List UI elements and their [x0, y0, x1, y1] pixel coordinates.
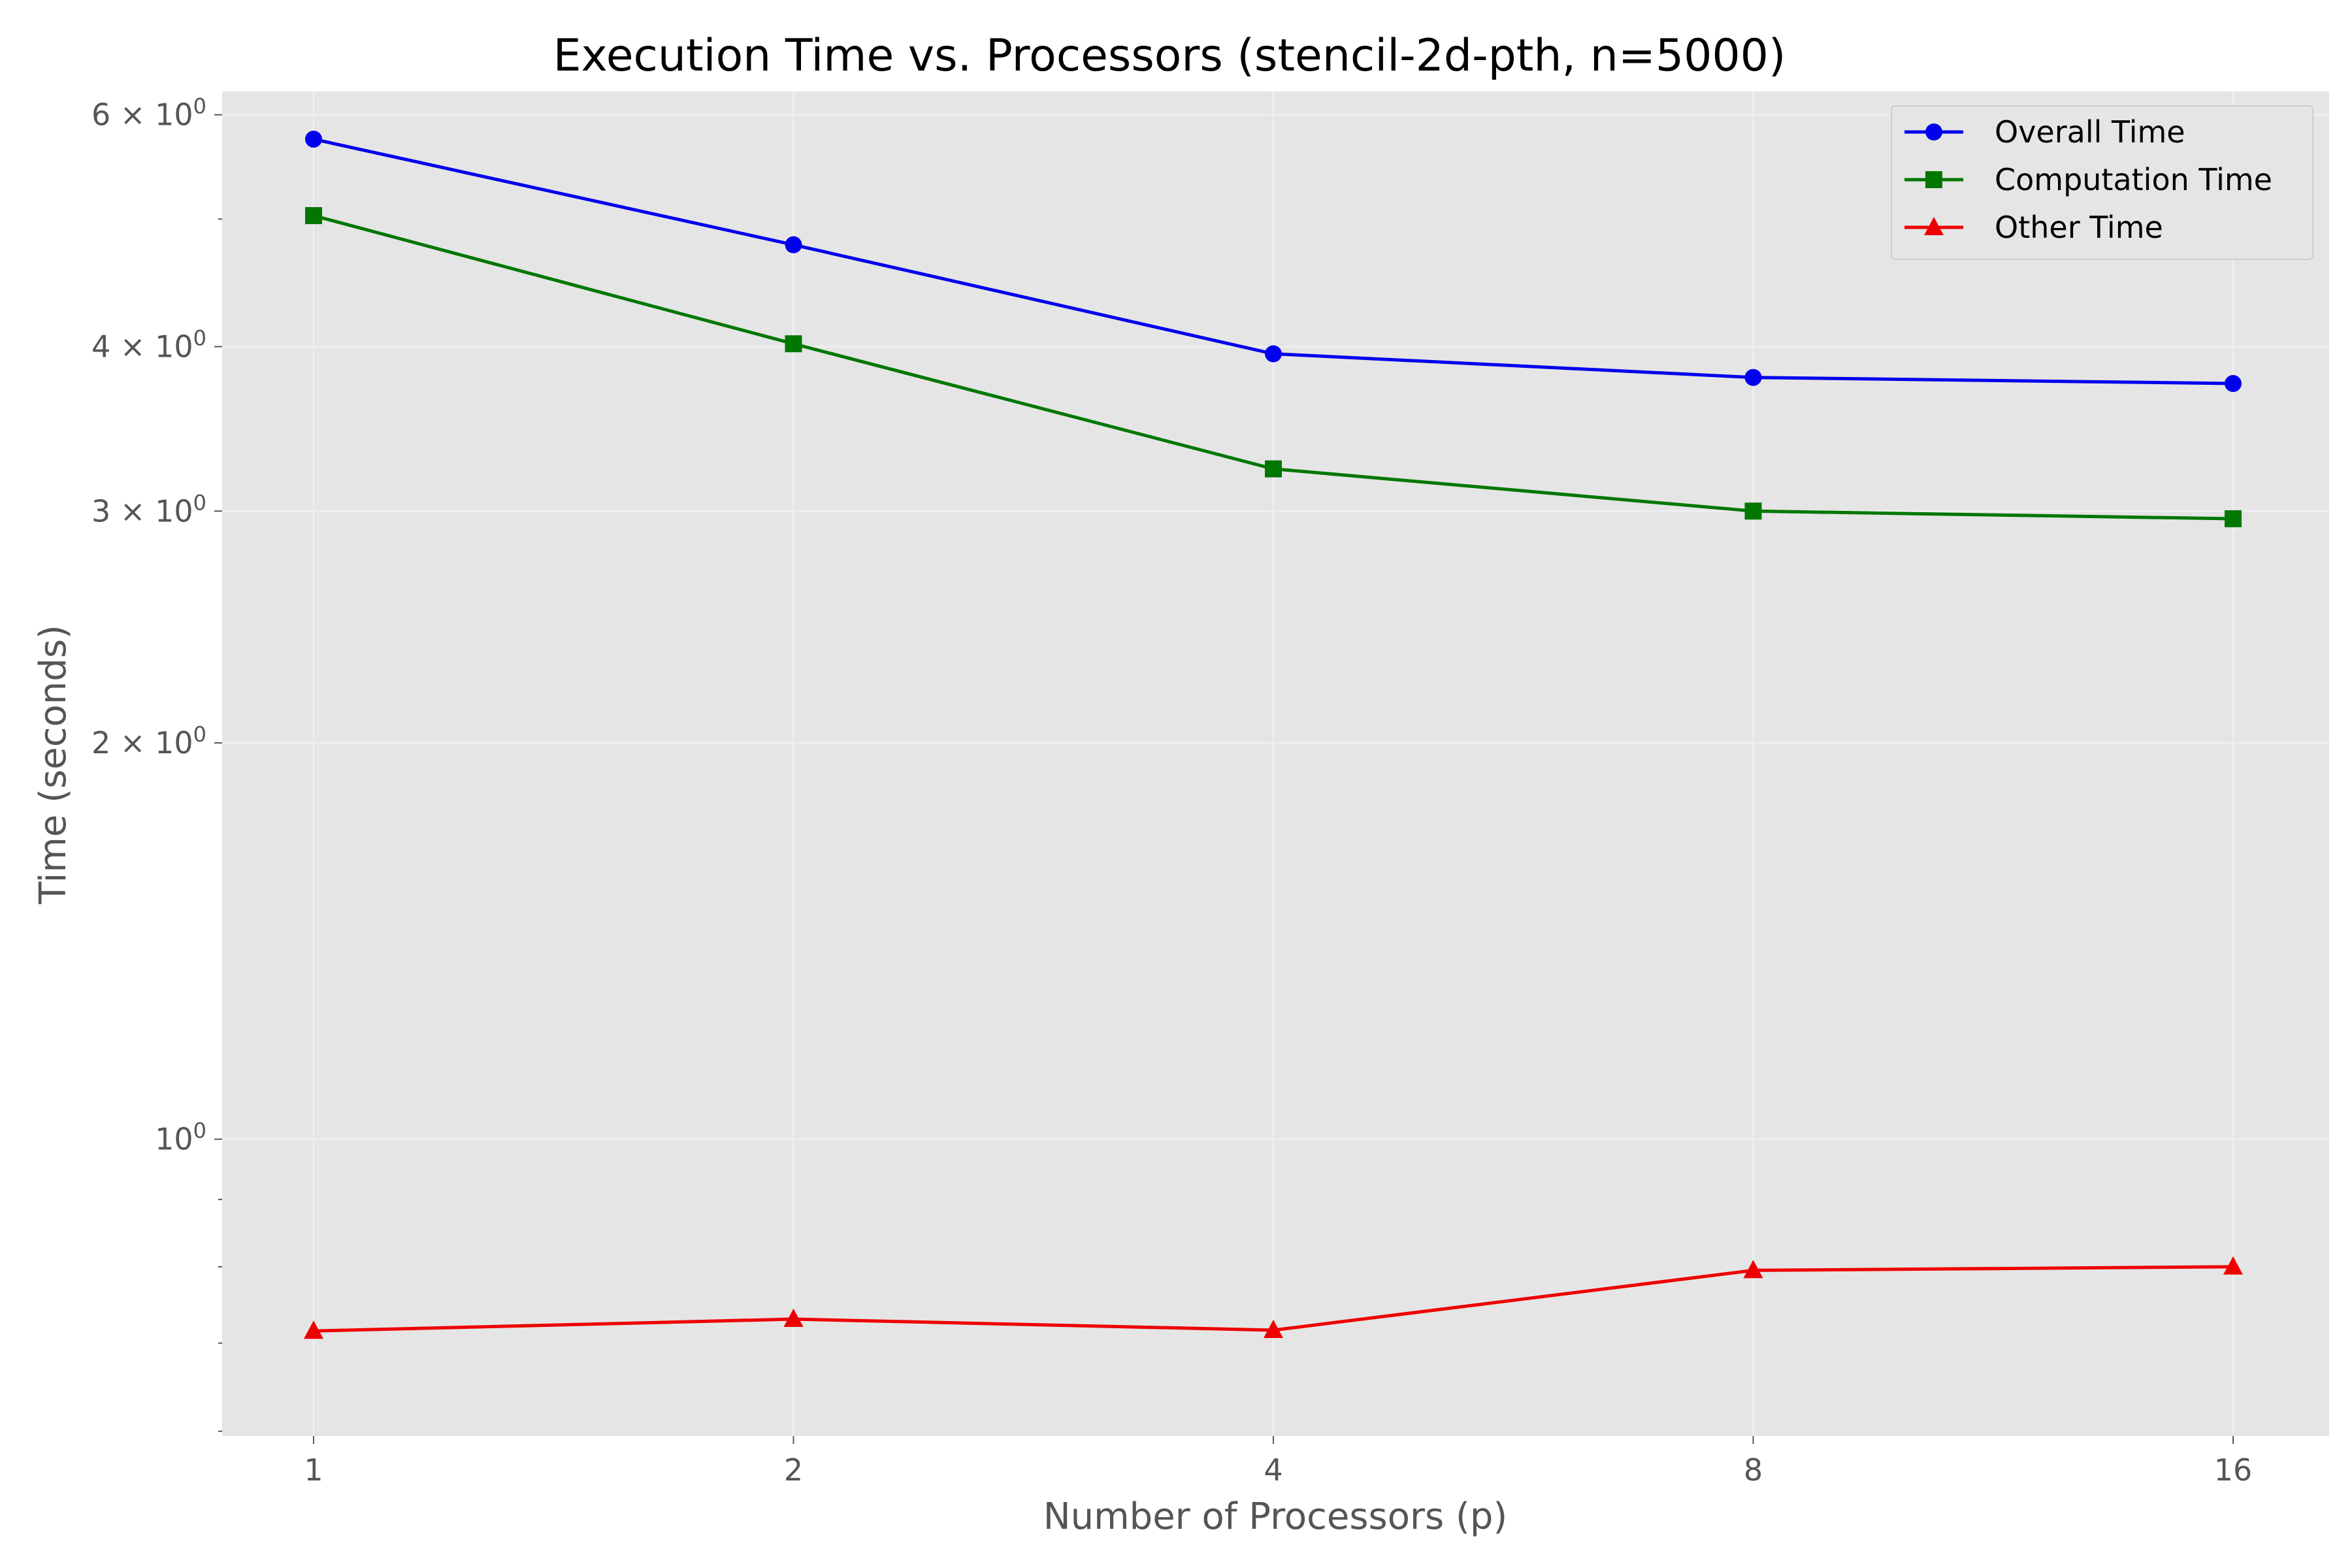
y-tick-label: 4 × 100: [91, 326, 206, 365]
data-point: [304, 1320, 323, 1339]
data-point: [1744, 368, 1762, 386]
chart-title: Execution Time vs. Processors (stencil-2…: [553, 30, 1786, 82]
y-tick-label: 6 × 100: [91, 94, 206, 133]
y-tick-label: 100: [155, 1119, 206, 1157]
data-point: [1264, 1320, 1283, 1339]
data-point: [1743, 1260, 1763, 1279]
x-tick-label: 8: [1744, 1452, 1763, 1488]
axis-ticks: 1 2 4 8 16 100 2 × 100 3 × 100 4 × 100 6 × 100: [91, 94, 2252, 1488]
x-tick-label: 1: [304, 1452, 323, 1488]
legend: Overall Time Computation Time Other Time: [1891, 105, 2313, 260]
y-tick-label: 2 × 100: [91, 722, 206, 760]
data-point: [1265, 345, 1282, 363]
data-point: [1744, 502, 1762, 520]
legend-box: [1891, 105, 2313, 260]
legend-marker: [1925, 123, 1942, 140]
legend-label: Overall Time: [1995, 114, 2185, 150]
plot-area: [222, 91, 2329, 1436]
legend-label: Other Time: [1995, 210, 2163, 245]
legend-marker: [1924, 217, 1944, 235]
x-axis-label: Number of Processors (p): [1043, 1495, 1507, 1538]
data-point: [2223, 1256, 2243, 1275]
x-tick-label: 4: [1264, 1452, 1282, 1488]
data-point: [2225, 375, 2242, 393]
data-point: [1265, 460, 1282, 478]
data-point: [305, 130, 322, 148]
y-tick-label: 3 × 100: [91, 490, 206, 529]
data-point: [783, 1309, 804, 1328]
data-series: [304, 130, 2243, 1339]
data-point: [785, 335, 802, 353]
legend-label: Computation Time: [1995, 162, 2272, 197]
data-point: [785, 236, 802, 253]
x-tick-label: 2: [784, 1452, 803, 1488]
data-point: [2225, 510, 2242, 528]
x-tick-label: 16: [2214, 1452, 2253, 1488]
data-point: [305, 207, 322, 225]
legend-marker: [1925, 171, 1942, 188]
y-axis-label: Time (seconds): [32, 625, 74, 904]
